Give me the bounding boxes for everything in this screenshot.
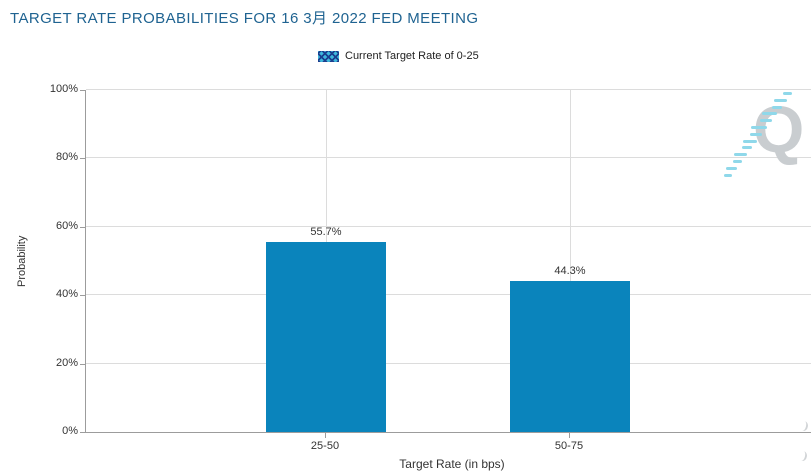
watermark-dash <box>751 126 767 129</box>
chart-title: TARGET RATE PROBABILITIES FOR 16 3月 2022… <box>10 10 479 27</box>
bar-value-label: 55.7% <box>310 225 342 238</box>
y-axis-tick <box>80 432 85 433</box>
watermark-dash <box>774 98 787 102</box>
legend-item-current-target-rate[interactable]: Current Target Rate of 0-25 <box>318 50 479 63</box>
x-axis-tick-label: 50-75 <box>554 440 584 452</box>
watermark-dash <box>726 166 737 170</box>
bar-50-75 <box>510 280 630 432</box>
watermark-dash <box>783 92 792 95</box>
watermark-dash <box>724 173 732 177</box>
y-axis-tick-label: 100% <box>49 83 78 95</box>
y-axis-title: Probability <box>16 235 28 287</box>
watermark-fragment <box>796 450 809 462</box>
gridline-horizontal <box>86 294 811 296</box>
gridline-horizontal <box>86 157 811 159</box>
watermark-dash <box>743 139 757 143</box>
bar-value-label: 44.3% <box>554 264 586 277</box>
y-axis-tick <box>80 90 85 91</box>
x-axis-title: Target Rate (in bps) <box>399 457 505 471</box>
watermark-dash <box>760 119 772 123</box>
legend-swatch-crosshatch <box>318 51 339 62</box>
gridline-horizontal <box>86 362 811 364</box>
y-axis-tick <box>80 295 85 297</box>
plot-area: 55.7% 44.3% <box>85 89 811 433</box>
x-axis-tick <box>569 433 570 438</box>
watermark-dash <box>733 160 742 163</box>
y-axis-tick-label: 0% <box>62 425 78 437</box>
y-axis-tick <box>80 158 85 160</box>
gridline-horizontal <box>86 89 811 90</box>
y-axis-tick <box>80 363 85 365</box>
watermark-dash <box>742 146 752 150</box>
watermark-dash <box>762 112 777 116</box>
gridline-vertical <box>570 90 571 432</box>
y-axis-tick <box>80 226 85 228</box>
legend-item-label: Current Target Rate of 0-25 <box>345 50 479 62</box>
y-axis-tick-label: 40% <box>55 288 78 301</box>
y-axis-tick-label: 20% <box>55 356 78 369</box>
gridline-horizontal <box>86 225 811 227</box>
watermark-dash <box>772 105 782 109</box>
bar-25-50 <box>266 241 386 432</box>
y-axis-tick-label: 60% <box>55 219 78 232</box>
legend: Current Target Rate of 0-25 <box>318 50 479 63</box>
x-axis-tick <box>325 433 326 438</box>
y-axis-tick-label: 80% <box>55 151 78 164</box>
x-axis-tick-label: 25-50 <box>310 440 340 452</box>
watermark-dash <box>750 132 762 136</box>
watermark-dash <box>734 153 747 157</box>
